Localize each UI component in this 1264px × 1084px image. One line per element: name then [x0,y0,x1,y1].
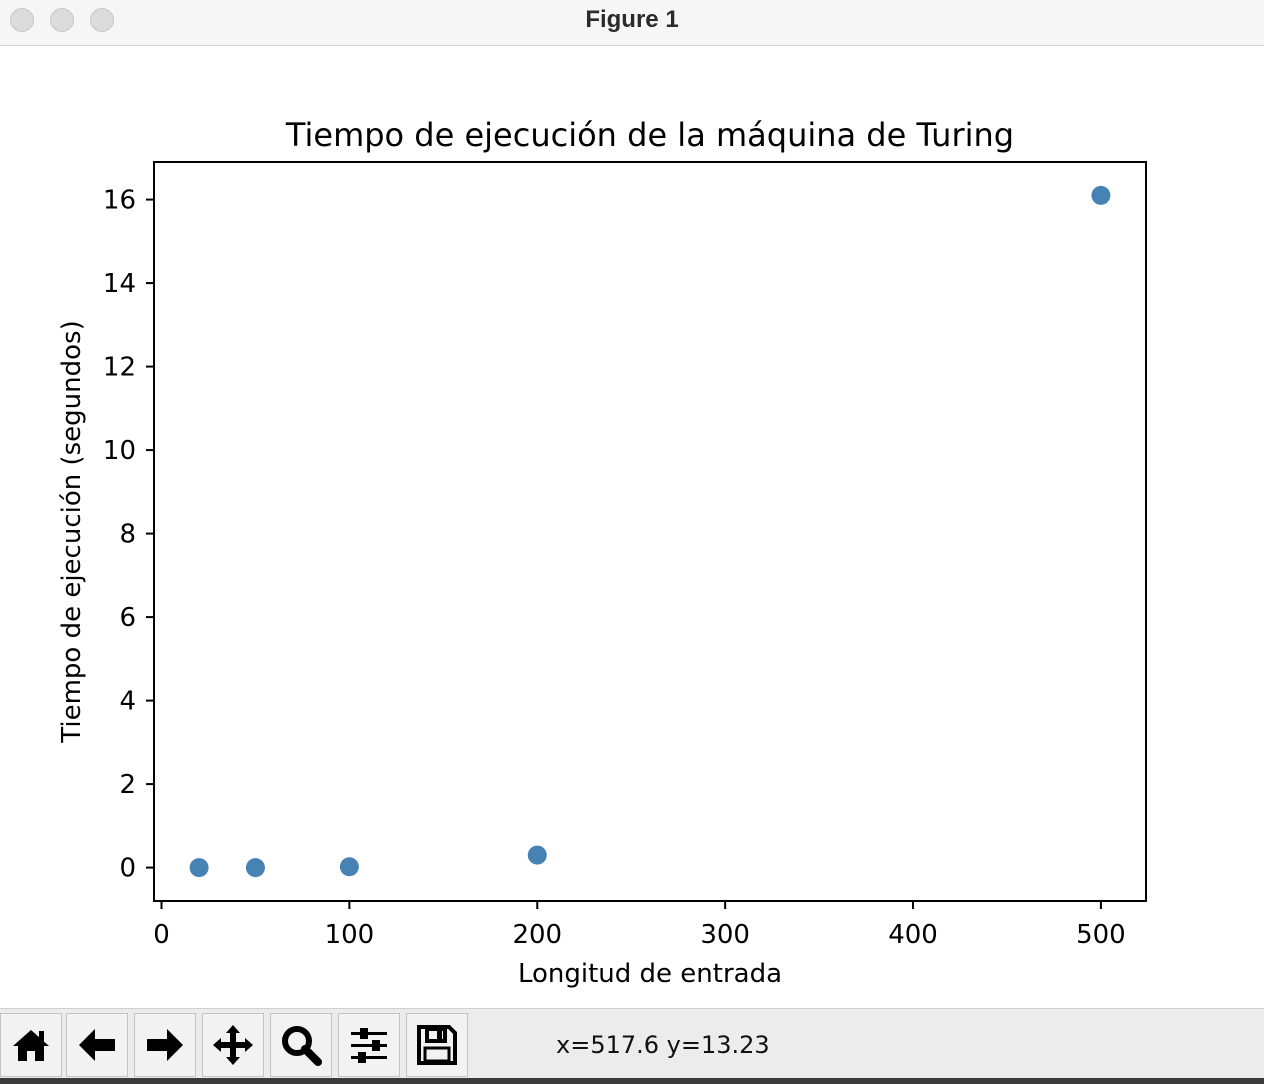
x-tick-label: 100 [325,920,375,950]
back-button[interactable] [66,1013,128,1077]
y-tick-label: 14 [103,269,136,299]
arrow-left-icon [79,1029,115,1061]
pan-button[interactable] [202,1013,264,1077]
window-bottom-edge [0,1078,1264,1084]
x-tick-label: 200 [512,920,562,950]
data-point [527,845,547,865]
data-point [339,857,359,877]
home-icon [13,1030,49,1061]
y-axis-label: Tiempo de ejecución (segundos) [57,320,87,743]
arrow-right-icon [147,1029,183,1061]
x-tick-label: 400 [888,920,938,950]
y-tick-label: 8 [119,520,136,550]
x-axis-label: Longitud de entrada [518,959,782,989]
y-tick-label: 12 [103,353,136,383]
forward-button[interactable] [134,1013,196,1077]
zoom-button[interactable] [270,1013,332,1077]
y-tick-label: 2 [119,770,136,800]
y-tick-label: 4 [119,687,136,717]
plot-area[interactable] [153,161,1147,902]
configure-subplots-button[interactable] [338,1013,400,1077]
home-button[interactable] [0,1013,62,1077]
sliders-icon [351,1028,387,1063]
move-icon [213,1025,253,1065]
magnifier-icon [282,1026,322,1066]
data-point [245,858,265,878]
cursor-coordinates: x=517.6 y=13.23 [556,1031,770,1059]
floppy-icon [417,1025,457,1065]
y-tick-label: 10 [103,436,136,466]
x-tick-label: 500 [1076,920,1126,950]
data-point [1091,185,1111,205]
minimize-window-button[interactable] [50,8,74,32]
save-button[interactable] [406,1013,468,1077]
close-window-button[interactable] [10,8,34,32]
y-tick-label: 16 [103,186,136,216]
data-point [189,858,209,878]
window-titlebar: Figure 1 [0,0,1264,46]
window-title: Figure 1 [585,6,679,33]
x-tick-label: 0 [153,920,170,950]
chart-title: Tiempo de ejecución de la máquina de Tur… [285,116,1014,154]
figure-canvas[interactable]: Tiempo de ejecución de la máquina de Tur… [0,46,1264,1008]
maximize-window-button[interactable] [90,8,114,32]
navigation-toolbar: x=517.6 y=13.23 [0,1008,1264,1084]
y-tick-label: 0 [119,854,136,884]
y-tick-label: 6 [119,603,136,633]
x-tick-label: 300 [700,920,750,950]
